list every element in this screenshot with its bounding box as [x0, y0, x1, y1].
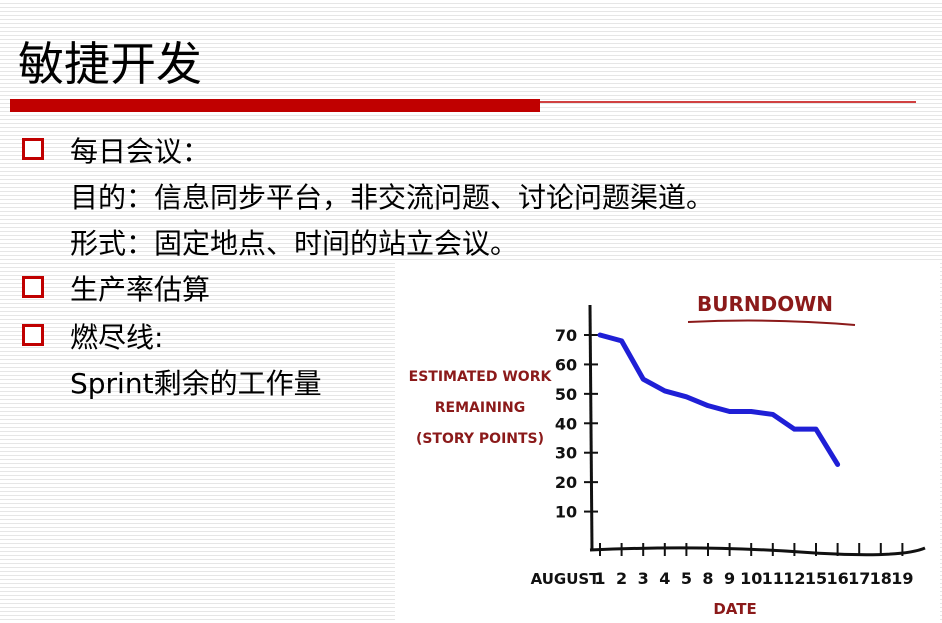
x-tick-label: 15 [805, 569, 827, 588]
x-prefix: AUGUST [531, 570, 601, 588]
x-tick-label: 17 [848, 569, 870, 588]
bullet-text: 燃尽线: [70, 321, 164, 354]
bullet-square [22, 138, 44, 160]
x-tick-label: 9 [724, 569, 735, 588]
x-tick-label: 8 [702, 569, 713, 588]
bullet-square [22, 324, 44, 346]
bullet-subline: 形式：固定地点、时间的站立会议。 [70, 227, 519, 260]
x-tick-label: 12 [783, 569, 805, 588]
title-rule [540, 101, 916, 103]
x-tick-label: 1 [594, 569, 605, 588]
x-tick-label: 2 [616, 569, 627, 588]
y-tick-label: 40 [555, 414, 577, 433]
x-tick-label: 19 [891, 569, 913, 588]
x-tick-label: 4 [659, 569, 670, 588]
bullet-text: 生产率估算 [70, 273, 211, 306]
x-tick-label: 5 [681, 569, 692, 588]
burndown-line [597, 332, 841, 467]
y-tick-label: 60 [555, 355, 577, 374]
chart-title: BURNDOWN [697, 292, 833, 316]
y-tick-label: 10 [555, 503, 577, 522]
burndown-chart: BURNDOWN ESTIMATED WORK REMAINING (STORY PO… [395, 262, 940, 623]
x-axis [589, 546, 926, 557]
y-tick-label: 70 [555, 326, 577, 345]
x-tick-label: 11 [762, 569, 784, 588]
y-tick-label: 20 [555, 473, 577, 492]
bullet-subline: 目的：信息同步平台，非交流问题、讨论问题渠道。 [70, 181, 715, 214]
title-underline [687, 319, 856, 326]
x-tick-label: 10 [740, 569, 762, 588]
y-axis-label: (STORY POINTS) [416, 431, 544, 447]
title-bar [10, 99, 540, 112]
y-tick-label: 50 [555, 385, 577, 404]
x-axis-label: DATE [713, 600, 756, 618]
bullet-text: 每日会议： [70, 135, 211, 168]
x-tick-label: 18 [870, 569, 892, 588]
bullet-square [22, 276, 44, 298]
title: 敏捷开发 [18, 37, 202, 91]
y-axis-label: REMAINING [435, 400, 525, 416]
bullet-subline: Sprint剩余的工作量 [70, 367, 322, 400]
y-tick-label: 30 [555, 444, 577, 463]
x-tick-label: 16 [826, 569, 848, 588]
chart-bg [395, 262, 940, 623]
y-axis [588, 304, 594, 551]
x-tick-label: 3 [638, 569, 649, 588]
y-axis-label: ESTIMATED WORK [409, 369, 553, 385]
